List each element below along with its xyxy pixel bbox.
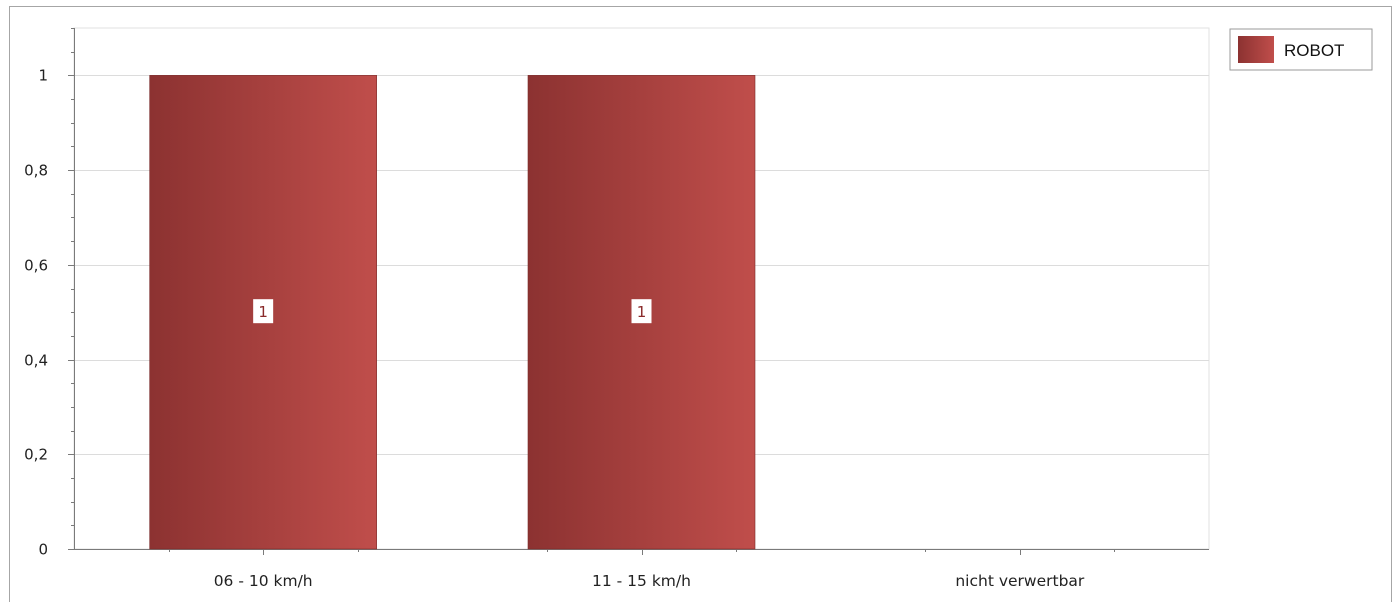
legend-label-robot: ROBOT	[1284, 41, 1344, 60]
data-label: 1	[258, 303, 268, 321]
data-label: 1	[637, 303, 647, 321]
y-tick-label: 0,4	[24, 352, 48, 370]
x-category-label: 06 - 10 km/h	[214, 572, 313, 590]
y-tick-label: 0,8	[24, 162, 48, 180]
x-category-label: 11 - 15 km/h	[592, 572, 691, 590]
y-tick-label: 0,6	[24, 257, 48, 275]
y-tick-label: 1	[38, 67, 48, 85]
plot-area: 0 0,2 0,4 0,6 0,8 1 06 - 10 km/h 1 11 - 15 km/h 1…	[24, 27, 1210, 590]
data-label-box	[631, 299, 652, 324]
y-tick-label: 0,2	[24, 446, 48, 464]
data-label-box	[253, 299, 274, 324]
y-tick-label: 0	[38, 541, 48, 559]
x-category-label: nicht verwertbar	[955, 572, 1085, 590]
legend: ROBOT	[1229, 28, 1373, 71]
legend-swatch	[1238, 36, 1274, 63]
